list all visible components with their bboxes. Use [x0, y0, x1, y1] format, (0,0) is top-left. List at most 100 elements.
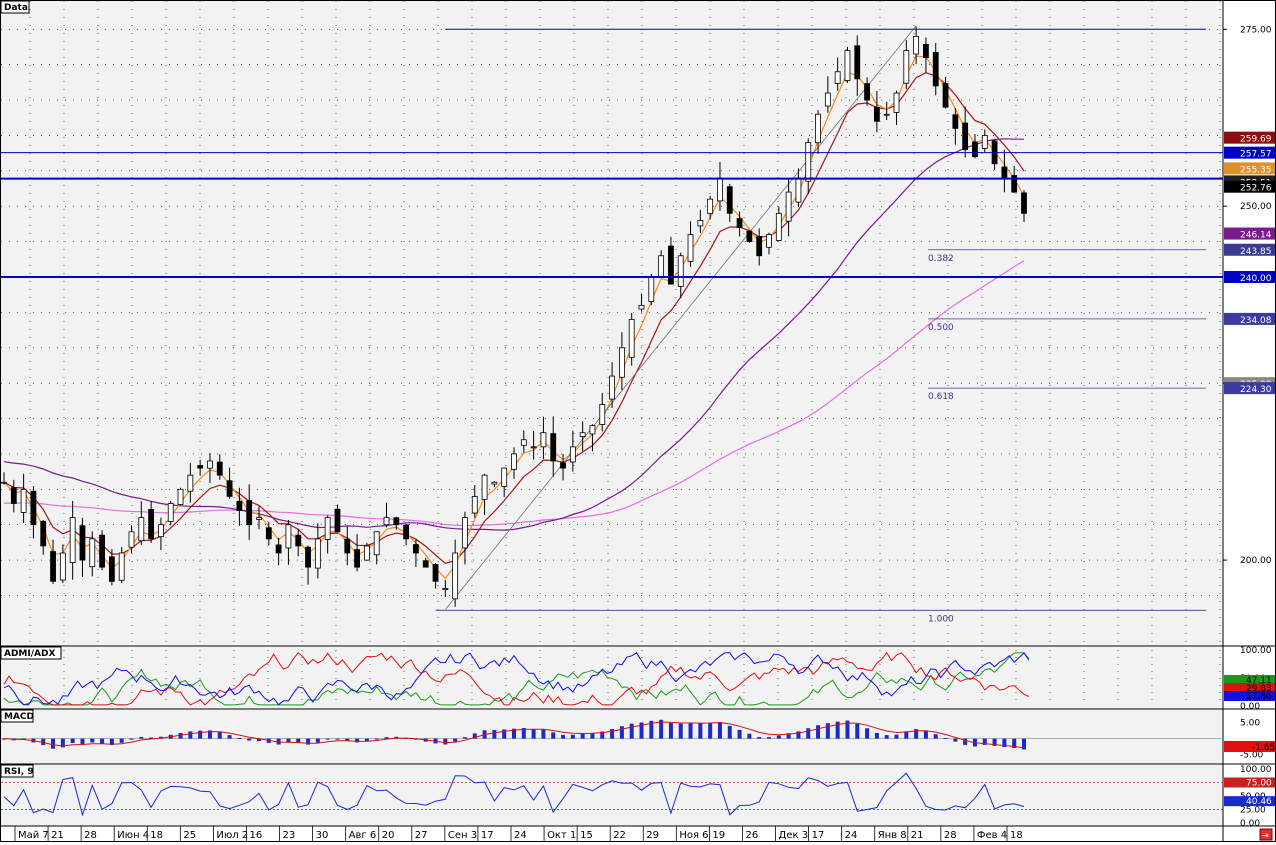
candle-body	[363, 545, 370, 561]
admi-value-label: 47.11	[1246, 676, 1272, 686]
price-box	[1224, 180, 1275, 193]
rsi-line	[3, 772, 1025, 817]
price-box	[1224, 243, 1275, 256]
candle-body	[913, 35, 920, 55]
candle-body	[491, 481, 498, 485]
macd-bar	[502, 729, 507, 739]
macd-signal-line	[3, 721, 1025, 749]
candle-body	[844, 50, 851, 81]
time-tick-label: Сен 3	[448, 830, 477, 841]
macd-bar	[276, 738, 281, 745]
candle-body	[128, 531, 135, 548]
candle-body	[550, 433, 557, 462]
main-plot-area[interactable]	[1, 1, 1223, 646]
candle-body	[540, 432, 547, 448]
candle-body	[932, 52, 939, 87]
candle-body	[138, 517, 145, 542]
macd-bar	[531, 729, 536, 739]
time-tick-label: 17	[481, 830, 494, 841]
candle-body	[393, 517, 400, 526]
macd-bar	[374, 738, 379, 740]
rsi-panel-title: RSI, 9	[4, 767, 34, 777]
candle-body	[805, 142, 812, 182]
price-box	[1224, 382, 1275, 395]
candle-body	[569, 446, 576, 463]
candle-body	[89, 538, 96, 568]
rsi-plot-area[interactable]	[1, 765, 1223, 826]
macd-bar	[845, 720, 850, 739]
level-lines: 0.382 0.500 0.618 1.000	[1, 28, 1223, 624]
candle-body	[560, 462, 566, 469]
candle-body	[864, 83, 870, 101]
rsi-value-label: 40.46	[1246, 797, 1272, 807]
candle-body	[118, 552, 125, 581]
candle-body	[824, 92, 831, 107]
macd-value-label: -1.65	[1252, 743, 1275, 753]
candle-body	[589, 425, 596, 435]
macd-bar	[865, 728, 870, 739]
candle-body	[883, 113, 890, 116]
macd-bar	[198, 730, 203, 739]
macd-bar	[786, 733, 791, 739]
candle-body	[59, 552, 66, 581]
time-tick-label: 20	[382, 830, 395, 841]
candle-body	[334, 508, 341, 533]
candle-body	[511, 453, 517, 470]
time-tick-label: 28	[944, 830, 957, 841]
candle-body	[10, 487, 17, 504]
macd-bar	[355, 738, 360, 743]
time-tick-label: 21	[911, 830, 924, 841]
macd-bar	[600, 731, 605, 739]
macd-bar	[590, 733, 595, 739]
macd-bar	[217, 732, 222, 739]
macd-bar	[188, 731, 193, 739]
candle-body	[324, 517, 331, 540]
fib-label: 0.618	[928, 392, 954, 402]
macd-bar	[698, 723, 703, 739]
admi-tick-label: 0.00	[1240, 702, 1260, 712]
candle-body	[1011, 175, 1018, 193]
arrow-right-icon: ⇥	[1262, 831, 1269, 840]
admi-tick-label: 100.00	[1240, 646, 1272, 656]
macd-bar	[914, 729, 919, 739]
candle-body	[187, 474, 194, 492]
candle-body	[628, 319, 635, 358]
price-box-label: 224.30	[1240, 385, 1272, 395]
candle-body	[207, 460, 213, 469]
macd-bar	[551, 732, 556, 739]
candle-body	[530, 446, 537, 449]
admi-value-label: 29.83	[1246, 684, 1272, 694]
macd-value-box	[1224, 741, 1275, 752]
macd-bar	[512, 728, 516, 739]
candle-body	[50, 551, 56, 582]
price-tick-label: 200.00	[1240, 556, 1272, 566]
candle-body	[579, 432, 586, 437]
candle-body	[108, 556, 115, 582]
price-box-label: 255.35	[1240, 165, 1272, 175]
candle-body	[962, 122, 969, 151]
candle-body	[609, 375, 615, 400]
macd-bar	[335, 738, 340, 740]
macd-bar	[453, 738, 458, 742]
rsi-value-box	[1224, 796, 1275, 807]
candle-body	[177, 488, 184, 505]
macd-tick-label: -5.00	[1240, 751, 1264, 761]
macd-bar	[139, 736, 144, 739]
scroll-end-button[interactable]	[1259, 828, 1273, 841]
macd-bar	[639, 722, 644, 739]
candle-body	[726, 186, 733, 214]
rsi-value-label: 75.00	[1246, 779, 1272, 789]
candle-body	[658, 255, 665, 277]
time-tick-label: 28	[84, 830, 97, 841]
mid-ema-line	[3, 72, 1025, 564]
time-tick-label: 21	[51, 830, 64, 841]
main-panel-title: Data	[4, 3, 28, 13]
rsi-title-box	[0, 764, 34, 778]
macd-bar	[443, 738, 448, 745]
candle-body	[923, 43, 929, 59]
macd-bar	[384, 737, 389, 739]
candle-body	[981, 135, 988, 149]
admi-value-box	[1224, 691, 1275, 701]
trendline	[445, 25, 917, 610]
